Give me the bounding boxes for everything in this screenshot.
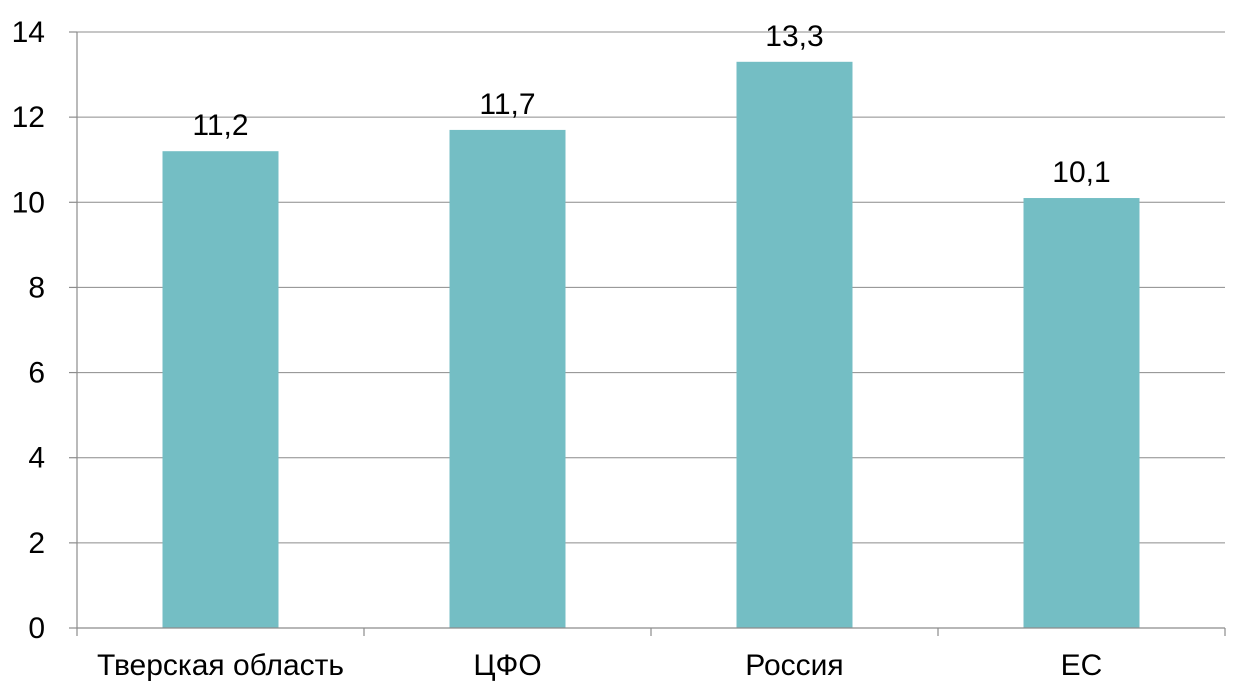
bar [1023, 198, 1140, 628]
data-label: 11,7 [479, 88, 535, 121]
y-tick-label: 4 [28, 442, 45, 475]
y-tick-label: 14 [12, 16, 45, 49]
x-category-label: ЕС [1061, 649, 1103, 682]
data-label: 13,3 [765, 20, 823, 53]
y-tick-label: 2 [28, 527, 45, 560]
bar [736, 61, 853, 629]
y-tick-label: 0 [28, 612, 45, 645]
bar [162, 151, 279, 628]
bars [162, 61, 1140, 629]
x-axis-labels: Тверская область ЦФО Россия ЕС [97, 649, 1102, 682]
data-label: 11,2 [192, 109, 248, 142]
data-label: 10,1 [1052, 156, 1110, 189]
y-axis-ticks: 0 2 4 6 8 10 12 14 [12, 16, 45, 645]
y-tick-label: 6 [28, 357, 45, 390]
bar [449, 129, 566, 628]
x-category-label: ЦФО [473, 649, 541, 682]
y-tick-label: 12 [12, 101, 45, 134]
data-labels: 11,2 11,7 13,3 10,1 [192, 20, 1110, 189]
x-category-label: Россия [745, 649, 843, 682]
y-tick-label: 8 [28, 271, 45, 304]
axes [69, 31, 1226, 636]
y-tick-label: 10 [12, 186, 45, 219]
x-category-label: Тверская область [97, 649, 344, 682]
